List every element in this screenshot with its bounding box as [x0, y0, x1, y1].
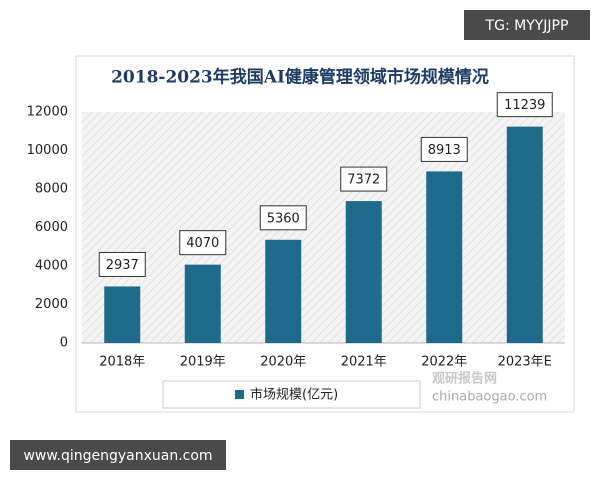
x-tick-label: 2019年 — [180, 355, 226, 370]
data-label: 4070 — [186, 236, 219, 251]
bar — [104, 286, 141, 343]
data-label: 5360 — [267, 211, 300, 226]
x-tick-label: 2021年 — [341, 355, 387, 370]
bar — [265, 239, 302, 343]
top-tag: TG: MYYJJPP — [485, 18, 569, 34]
legend-box — [162, 380, 421, 409]
data-label-box — [420, 136, 468, 162]
bottom-url: www.qingengyanxuan.com — [23, 448, 212, 464]
url-box — [10, 440, 226, 470]
data-label: 8913 — [428, 143, 461, 158]
y-tick-label: 12000 — [27, 105, 68, 120]
data-label: 2937 — [106, 258, 139, 273]
logo-url: chinabaogao.com — [432, 390, 547, 405]
y-tick-label: 2000 — [35, 297, 68, 312]
data-label: 11239 — [504, 98, 545, 113]
bar — [426, 171, 463, 343]
data-label: 7372 — [347, 173, 380, 188]
data-label-box — [340, 166, 388, 192]
y-tick-label: 8000 — [35, 182, 68, 197]
legend-label: 市场规模(亿元) — [250, 387, 338, 403]
legend-swatch — [235, 390, 244, 399]
x-tick-label: 2018年 — [99, 355, 145, 370]
y-tick-label: 4000 — [35, 259, 68, 274]
data-label-box — [179, 230, 227, 256]
chart-title: 2018-2023年我国AI健康管理领域市场规模情况 — [111, 67, 489, 88]
x-tick-label: 2022年 — [421, 355, 467, 370]
bar — [184, 264, 221, 343]
plot-area — [82, 112, 565, 343]
y-tick-label: 0 — [60, 336, 68, 351]
data-label-box — [259, 205, 307, 231]
x-tick-label: 2023年E — [498, 355, 552, 370]
y-tick-label: 10000 — [27, 143, 68, 158]
y-tick-label: 6000 — [35, 220, 68, 235]
data-label-box — [98, 251, 146, 277]
tag-box — [464, 10, 590, 40]
bar — [506, 126, 543, 343]
data-label-box — [496, 92, 553, 118]
bar — [345, 201, 382, 343]
logo-name: 观研报告网 — [432, 371, 497, 387]
x-tick-label: 2020年 — [260, 355, 306, 370]
